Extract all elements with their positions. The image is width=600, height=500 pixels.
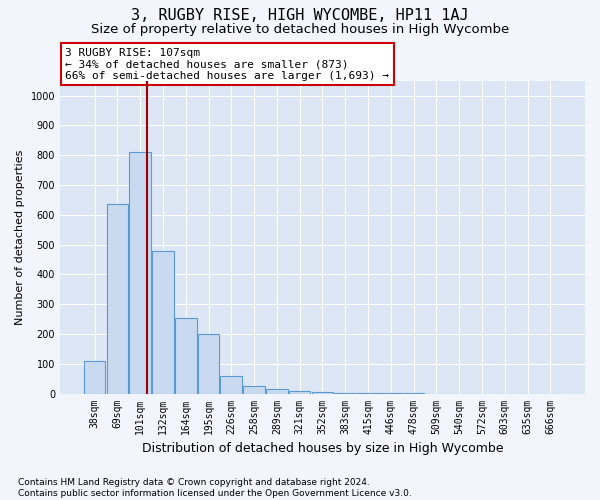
Bar [289,390,310,394]
Bar [220,376,242,394]
Text: 3 RUGBY RISE: 107sqm
← 34% of detached houses are smaller (873)
66% of semi-deta: 3 RUGBY RISE: 107sqm ← 34% of detached h… [65,48,389,80]
Text: 3, RUGBY RISE, HIGH WYCOMBE, HP11 1AJ: 3, RUGBY RISE, HIGH WYCOMBE, HP11 1AJ [131,8,469,22]
Bar [198,334,220,394]
Bar [357,393,379,394]
X-axis label: Distribution of detached houses by size in High Wycombe: Distribution of detached houses by size … [142,442,503,455]
Bar [130,152,151,394]
Bar [107,204,128,394]
Text: Contains HM Land Registry data © Crown copyright and database right 2024.
Contai: Contains HM Land Registry data © Crown c… [18,478,412,498]
Bar [84,361,106,394]
Bar [334,393,356,394]
Bar [266,389,288,394]
Y-axis label: Number of detached properties: Number of detached properties [15,150,25,325]
Bar [311,392,333,394]
Text: Size of property relative to detached houses in High Wycombe: Size of property relative to detached ho… [91,22,509,36]
Bar [175,318,197,394]
Bar [152,250,174,394]
Bar [243,386,265,394]
